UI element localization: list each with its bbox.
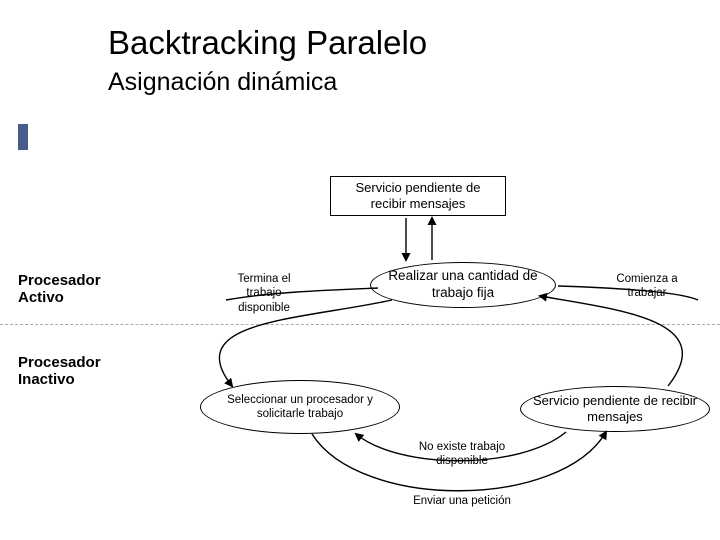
- node-work: Realizar una cantidad de trabajo fija: [370, 262, 556, 308]
- node-nowork: No existe trabajo disponible: [392, 440, 532, 469]
- node-text: Termina el trabajo disponible: [237, 273, 290, 314]
- label-line: Activo: [18, 289, 64, 306]
- label-line: Inactivo: [18, 371, 75, 388]
- node-pending2: Servicio pendiente de recibir mensajes: [520, 386, 710, 432]
- page-subtitle: Asignación dinámica: [108, 68, 337, 97]
- divider-dashed: [0, 324, 720, 325]
- accent-bar: [18, 124, 28, 150]
- node-text: Servicio pendiente de recibir mensajes: [527, 393, 703, 426]
- node-text: Realizar una cantidad de trabajo fija: [377, 268, 549, 302]
- label-line: Procesador: [18, 272, 101, 289]
- label-line: Procesador: [18, 354, 101, 371]
- node-select: Seleccionar un procesador y solicitarle …: [200, 380, 400, 434]
- node-text: Enviar una petición: [413, 495, 511, 507]
- node-start: Comienza a trabajar: [604, 272, 690, 301]
- node-text: Servicio pendiente de recibir mensajes: [337, 180, 499, 213]
- label-procesador-activo: Procesador Activo: [18, 272, 101, 306]
- node-text: No existe trabajo disponible: [419, 441, 505, 467]
- node-send: Enviar una petición: [392, 494, 532, 508]
- page-title: Backtracking Paralelo: [108, 24, 427, 62]
- node-text: Seleccionar un procesador y solicitarle …: [207, 393, 393, 422]
- node-top-service: Servicio pendiente de recibir mensajes: [330, 176, 506, 216]
- label-procesador-inactivo: Procesador Inactivo: [18, 354, 101, 388]
- node-finish: Termina el trabajo disponible: [224, 272, 304, 315]
- node-text: Comienza a trabajar: [616, 273, 677, 299]
